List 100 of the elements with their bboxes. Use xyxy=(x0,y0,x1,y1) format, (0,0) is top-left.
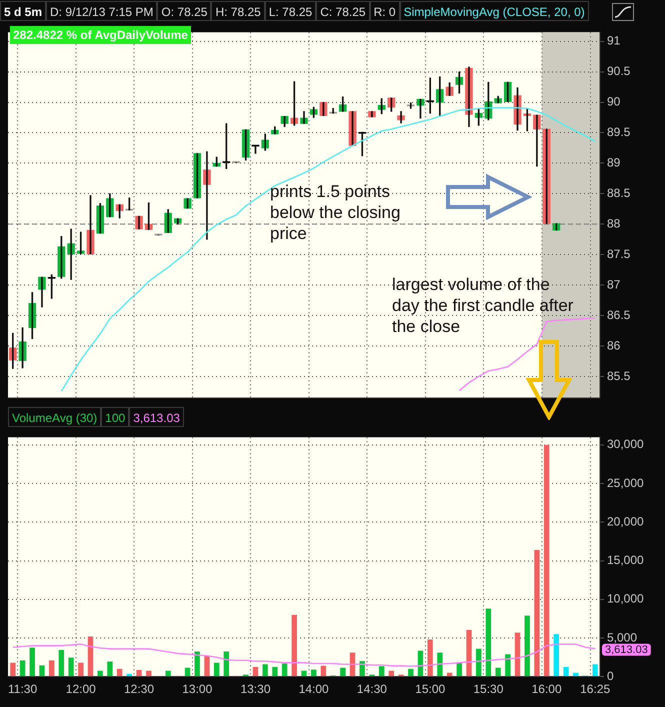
x-tick-label: 16:25 xyxy=(580,682,610,696)
bar xyxy=(573,672,578,676)
x-tick-label: 15:00 xyxy=(415,682,446,696)
candlestick xyxy=(504,82,512,102)
bar xyxy=(544,444,550,676)
bar xyxy=(224,652,230,676)
bar xyxy=(427,640,433,676)
text: SimpleMovingAvg (CLOSE, 20, 0) xyxy=(400,1,589,21)
bar xyxy=(116,668,122,676)
annotation: 282.4822 % of AvgDailyVolume xyxy=(10,26,191,44)
y-tick-label: 86.5 xyxy=(607,308,631,322)
bar xyxy=(214,662,220,676)
x-tick-label: 13:00 xyxy=(182,682,213,696)
bar xyxy=(262,664,268,676)
bar xyxy=(456,662,462,676)
text: H: 78.25 xyxy=(211,1,265,21)
bar xyxy=(136,670,142,676)
x-tick-label: 11:30 xyxy=(8,682,38,696)
x-tick-label: 15:30 xyxy=(473,682,504,696)
bar xyxy=(320,666,326,676)
bar xyxy=(107,662,113,676)
y-tick-label: 30,000 xyxy=(607,437,644,452)
y-tick-label: 15,000 xyxy=(607,553,644,568)
y-tick-label: 5,000 xyxy=(607,630,638,644)
text: C: 78.25 xyxy=(316,1,370,21)
bar xyxy=(252,666,258,676)
bar xyxy=(204,656,210,676)
y-tick-label: 20,000 xyxy=(607,514,644,528)
bar xyxy=(30,648,35,676)
bar xyxy=(194,652,200,676)
bar xyxy=(311,670,316,676)
bar xyxy=(466,630,472,676)
bar xyxy=(446,672,452,676)
text: R: 0 xyxy=(370,1,400,21)
text: O: 78.25 xyxy=(157,1,212,21)
bar xyxy=(514,632,520,676)
y-tick-label: 91 xyxy=(607,34,621,48)
bar xyxy=(146,670,152,676)
y-tick-label: 90 xyxy=(607,94,621,109)
x-tick-label: 16:00 xyxy=(532,682,562,696)
annotation: prints 1.5 points below the closing price xyxy=(270,181,402,244)
bar xyxy=(554,634,559,676)
bar xyxy=(534,550,540,676)
y-tick-label: 89 xyxy=(607,156,621,170)
bar xyxy=(68,658,74,676)
bar xyxy=(10,662,16,676)
text: 3,613.03 xyxy=(129,407,184,427)
bar xyxy=(126,674,132,676)
annotation: 3,613.03 xyxy=(605,644,648,656)
y-tick-label: 88 xyxy=(607,216,621,230)
bar xyxy=(437,652,443,676)
x-tick-label: 14:00 xyxy=(298,682,330,696)
y-tick-label: 87 xyxy=(607,277,621,292)
candlestick xyxy=(348,111,356,146)
text: VolumeAvg (30) xyxy=(8,407,102,427)
bar xyxy=(165,670,171,676)
bar xyxy=(20,660,26,676)
y-tick-label: 0 xyxy=(607,668,614,683)
text: D: 9/12/13 7:15 PM xyxy=(46,1,158,21)
bar xyxy=(505,654,510,676)
bar xyxy=(340,668,346,676)
x-tick-label: 12:00 xyxy=(66,682,96,696)
y-tick-label: 86 xyxy=(607,338,621,352)
candlestick xyxy=(135,216,143,230)
y-tick-label: 88.5 xyxy=(607,186,631,200)
x-tick-label: 12:30 xyxy=(124,682,154,696)
bar xyxy=(49,660,54,676)
bar xyxy=(88,636,94,676)
bar xyxy=(495,668,501,676)
y-tick-label: 25,000 xyxy=(607,476,644,490)
bar xyxy=(563,666,569,676)
candlestick xyxy=(193,153,202,198)
candlestick xyxy=(368,111,376,118)
x-tick-label: 13:30 xyxy=(240,682,271,696)
bar xyxy=(78,662,84,676)
bar xyxy=(524,616,530,676)
chart-title: 5 d 5m xyxy=(0,1,46,21)
bar xyxy=(408,668,414,676)
text: L: 78.25 xyxy=(264,1,316,21)
candlestick xyxy=(542,128,550,224)
bar xyxy=(184,668,190,676)
y-tick-label: 90.5 xyxy=(607,64,631,78)
annotation: largest volume of the day the first candle after the close xyxy=(392,274,574,337)
bar xyxy=(98,670,103,676)
candlestick xyxy=(184,198,192,209)
y-tick-label: 85.5 xyxy=(607,368,631,383)
bar xyxy=(388,670,394,676)
bar xyxy=(378,666,384,676)
bar xyxy=(360,661,365,676)
bar xyxy=(486,608,492,676)
text: 100 xyxy=(101,407,130,427)
bar xyxy=(592,664,598,676)
bar xyxy=(58,650,64,676)
bar xyxy=(39,665,45,676)
bar xyxy=(292,614,297,676)
candlestick xyxy=(552,223,560,231)
y-tick-label: 89.5 xyxy=(607,125,631,140)
candlestick xyxy=(320,102,328,116)
x-tick-label: 14:30 xyxy=(356,682,388,696)
bar xyxy=(282,663,288,676)
